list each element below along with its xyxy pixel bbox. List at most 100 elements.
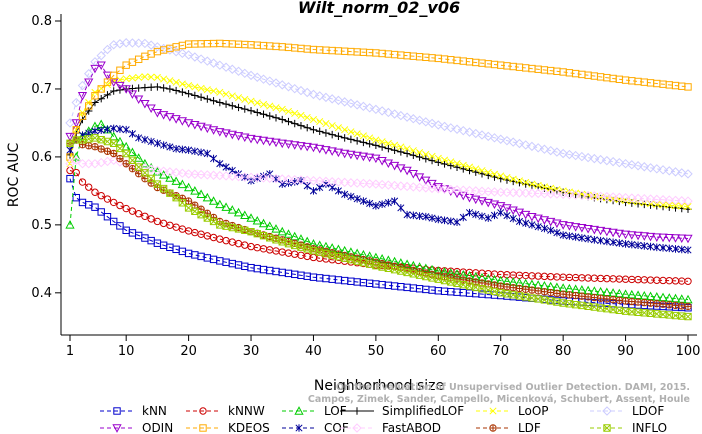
data-point-fastabod <box>439 184 450 194</box>
data-point-knn <box>209 255 218 264</box>
data-point-loop <box>391 141 399 149</box>
data-point-inflo <box>684 312 692 321</box>
data-point-simplifiedlof <box>372 141 380 150</box>
data-point-odin <box>414 173 425 182</box>
data-point-fastabod <box>427 183 437 194</box>
data-point-kdeos <box>153 47 162 56</box>
data-point-loop <box>303 113 311 122</box>
data-point-odin <box>208 126 219 135</box>
data-point-ldof <box>639 162 650 172</box>
data-point-loop <box>366 134 374 142</box>
data-point-loop <box>203 86 211 94</box>
data-point-fastabod <box>670 195 681 206</box>
data-point-odin <box>514 208 525 218</box>
data-point-ldf <box>191 201 199 209</box>
data-point-lof <box>221 202 231 211</box>
data-point-simplifiedlof <box>553 187 561 195</box>
data-point-fastabod <box>233 171 244 182</box>
data-point-fastabod <box>346 178 356 188</box>
data-point-lof <box>177 179 188 189</box>
data-point-simplifiedlof <box>359 138 368 147</box>
legend-item-ldf: LDF <box>476 421 541 434</box>
data-point-loop <box>472 165 480 173</box>
x-axis-label: Neighborhood size <box>314 378 444 394</box>
data-point-fastabod <box>165 167 175 177</box>
legend-label-knnw: kNNW <box>228 404 265 418</box>
data-point-fastabod <box>552 189 562 199</box>
data-point-cof <box>222 163 230 171</box>
data-point-lof <box>258 218 269 228</box>
data-point-loop <box>397 143 405 151</box>
data-point-odin <box>102 71 113 81</box>
data-point-loop <box>515 177 524 185</box>
data-point-cof <box>503 211 511 220</box>
data-point-ldof <box>633 161 643 171</box>
data-point-loop <box>409 147 417 155</box>
data-point-ldf <box>103 147 112 155</box>
series-line-ldof <box>69 42 689 175</box>
data-point-ldof <box>677 168 687 178</box>
data-point-fastabod <box>171 167 181 178</box>
data-point-simplifiedlof <box>184 90 193 98</box>
data-point-cof <box>565 232 573 240</box>
data-point-cof <box>597 236 605 245</box>
data-point-kdeos <box>134 55 143 63</box>
series-line-knnw <box>69 170 689 282</box>
data-point-ldof <box>352 100 362 110</box>
data-point-lof <box>190 186 200 195</box>
data-point-ldf <box>509 284 517 292</box>
data-point-odin <box>577 224 587 233</box>
legend-marker-knn <box>113 407 121 415</box>
data-point-inflo <box>109 139 118 148</box>
data-point-odin <box>321 146 331 155</box>
data-point-loop <box>341 126 349 134</box>
data-point-ldof <box>658 165 668 175</box>
data-point-ldof <box>346 98 356 109</box>
data-point-cof <box>185 146 193 154</box>
data-point-odin <box>96 61 106 71</box>
data-point-ldof <box>71 97 81 108</box>
data-point-simplifiedlof <box>328 130 336 139</box>
data-point-knn <box>191 251 199 259</box>
data-point-ldf <box>184 197 193 205</box>
data-point-knnw <box>247 242 255 251</box>
data-point-ldof <box>96 50 106 61</box>
data-point-simplifiedlof <box>428 156 436 165</box>
data-point-cof <box>684 246 692 254</box>
data-point-cof <box>478 212 486 221</box>
data-point-ldf <box>484 280 492 288</box>
data-point-odin <box>177 117 188 126</box>
data-point-ldof <box>552 147 562 157</box>
legend-label-fastabod: FastABOD <box>382 421 441 434</box>
data-point-cof <box>422 212 430 221</box>
data-point-simplifiedlof <box>241 105 249 113</box>
data-point-odin <box>315 144 325 154</box>
data-point-ldof <box>520 140 531 150</box>
legend-marker-fastabod <box>352 423 362 433</box>
data-point-ldof <box>177 48 188 59</box>
data-point-fastabod <box>146 164 156 174</box>
data-point-odin <box>589 225 600 235</box>
data-point-simplifiedlof <box>397 148 405 156</box>
data-point-ldof <box>583 152 593 163</box>
data-point-loop <box>422 150 430 159</box>
data-point-loop <box>503 174 511 182</box>
legend-marker-ldof <box>602 406 612 416</box>
data-point-ldof <box>452 124 462 134</box>
data-point-cof <box>197 148 205 157</box>
data-point-cof <box>603 237 611 246</box>
data-point-simplifiedlof <box>272 114 280 122</box>
data-point-odin <box>427 179 437 189</box>
data-point-ldof <box>533 143 543 153</box>
data-point-knnw <box>234 239 243 248</box>
data-point-ldof <box>645 163 656 173</box>
data-point-knn <box>103 213 112 221</box>
data-point-ldof <box>358 101 369 112</box>
data-point-fastabod <box>258 173 269 183</box>
data-point-fastabod <box>595 191 606 202</box>
data-point-ldf <box>440 273 449 281</box>
data-point-fastabod <box>421 183 431 193</box>
data-point-simplifiedlof <box>434 158 443 167</box>
legend-label-inflo: INFLO <box>632 421 667 434</box>
data-point-fastabod <box>152 165 163 176</box>
